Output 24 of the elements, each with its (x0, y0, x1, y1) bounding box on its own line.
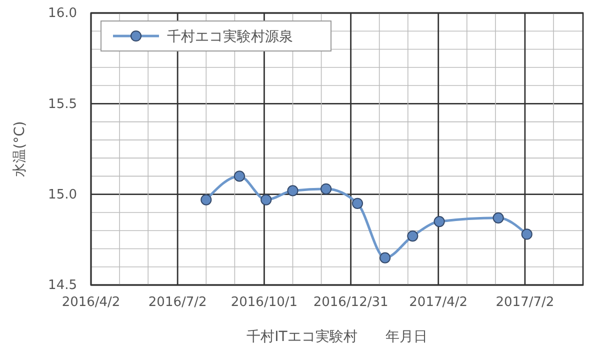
point (434, 216, 445, 228)
legend-label: 千村エコ実験村源泉 (167, 29, 293, 45)
point (287, 185, 298, 196)
point (492, 212, 504, 224)
y-tick-label: 15.5 (48, 96, 77, 112)
x-axis-title: 千村ITエコ実験村 年月日 (246, 329, 428, 345)
point (521, 228, 532, 240)
x-tick-label: 2016/10/1 (230, 295, 298, 310)
y-axis-title: 水温(°C) (12, 121, 28, 177)
x-tick-label: 2017/7/2 (496, 295, 554, 310)
x-tick-label: 2016/12/31 (313, 295, 388, 310)
point (352, 198, 364, 209)
x-tick-label: 2016/7/2 (148, 295, 207, 310)
x-tick-label: 2017/4/2 (409, 295, 468, 310)
point (380, 252, 391, 264)
point (407, 230, 418, 242)
point (200, 194, 212, 206)
point (260, 194, 272, 206)
y-tick-label: 15.0 (48, 187, 77, 202)
point (234, 170, 245, 182)
x-tick-label: 2016/4/2 (62, 295, 120, 310)
y-tick-label: 14.5 (48, 278, 77, 294)
point (320, 183, 332, 194)
y-tick-label: 16.0 (48, 6, 77, 22)
